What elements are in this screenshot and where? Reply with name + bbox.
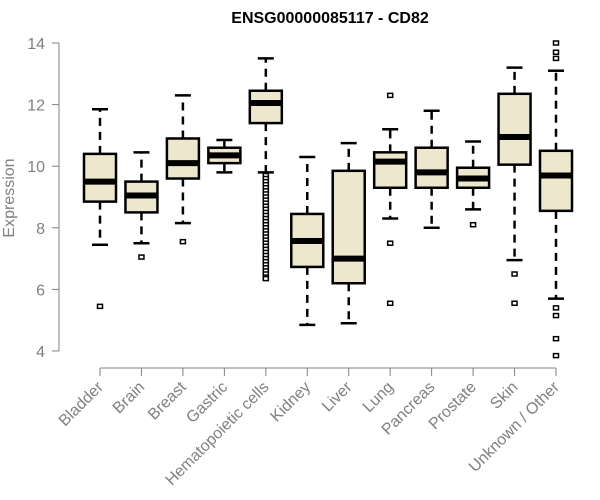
iqr-box	[165, 137, 201, 180]
boxes	[82, 40, 574, 359]
outlier-point	[262, 275, 270, 282]
outlier-point	[179, 238, 187, 245]
box-lung	[372, 92, 408, 307]
y-tick-label: 14	[27, 36, 45, 53]
box-gastric	[207, 138, 242, 174]
outlier-point	[552, 352, 560, 359]
x-tick-label: Breast	[145, 378, 190, 423]
box-pancreas	[414, 109, 449, 230]
iqr-box	[414, 146, 449, 190]
y-tick-label: 6	[36, 282, 45, 299]
outlier-point	[552, 312, 560, 319]
x-tick-label: Liver	[319, 378, 356, 415]
iqr-box	[331, 169, 366, 285]
x-tick-label: Skin	[487, 379, 521, 413]
box-skin	[497, 66, 532, 307]
box-bladder	[82, 107, 118, 310]
x-tick-label: Kidney	[267, 379, 314, 426]
outlier-point	[552, 335, 560, 342]
iqr-box	[82, 152, 118, 203]
chart-title: ENSG00000085117 - CD82	[231, 10, 429, 27]
outlier-point	[386, 300, 394, 307]
outlier-point	[469, 221, 477, 228]
box-liver	[331, 141, 366, 325]
outlier-point	[511, 271, 518, 277]
box-kidney	[290, 155, 325, 327]
iqr-box	[538, 149, 574, 213]
iqr-box	[497, 92, 532, 166]
outlier-point	[96, 303, 104, 310]
x-tick-label: Bladder	[56, 378, 107, 429]
outlier-point	[552, 55, 560, 62]
outlier-point	[138, 254, 145, 260]
iqr-box	[248, 89, 284, 125]
y-axis: 4 6 8 10 12 14	[27, 36, 60, 361]
box-prostate	[455, 140, 491, 228]
iqr-box	[372, 151, 408, 190]
x-tick-label: Lung	[360, 379, 397, 416]
y-tick-label: 4	[36, 344, 45, 361]
y-tick-label: 12	[27, 98, 45, 115]
outlier-point	[511, 300, 518, 307]
outlier-point	[552, 40, 560, 46]
outlier-point	[552, 305, 560, 311]
box-unknown-other	[538, 40, 574, 359]
x-tick-label: Brain	[110, 379, 148, 417]
outlier-point	[386, 240, 394, 246]
y-tick-label: 10	[27, 159, 45, 176]
box-hematopoietic-cells	[248, 57, 284, 282]
box-breast	[165, 94, 201, 245]
box-brain	[124, 151, 159, 260]
outlier-point	[552, 49, 560, 55]
outlier-point	[386, 92, 394, 99]
y-tick-label: 8	[36, 221, 45, 238]
y-axis-label: Expression	[1, 158, 18, 237]
